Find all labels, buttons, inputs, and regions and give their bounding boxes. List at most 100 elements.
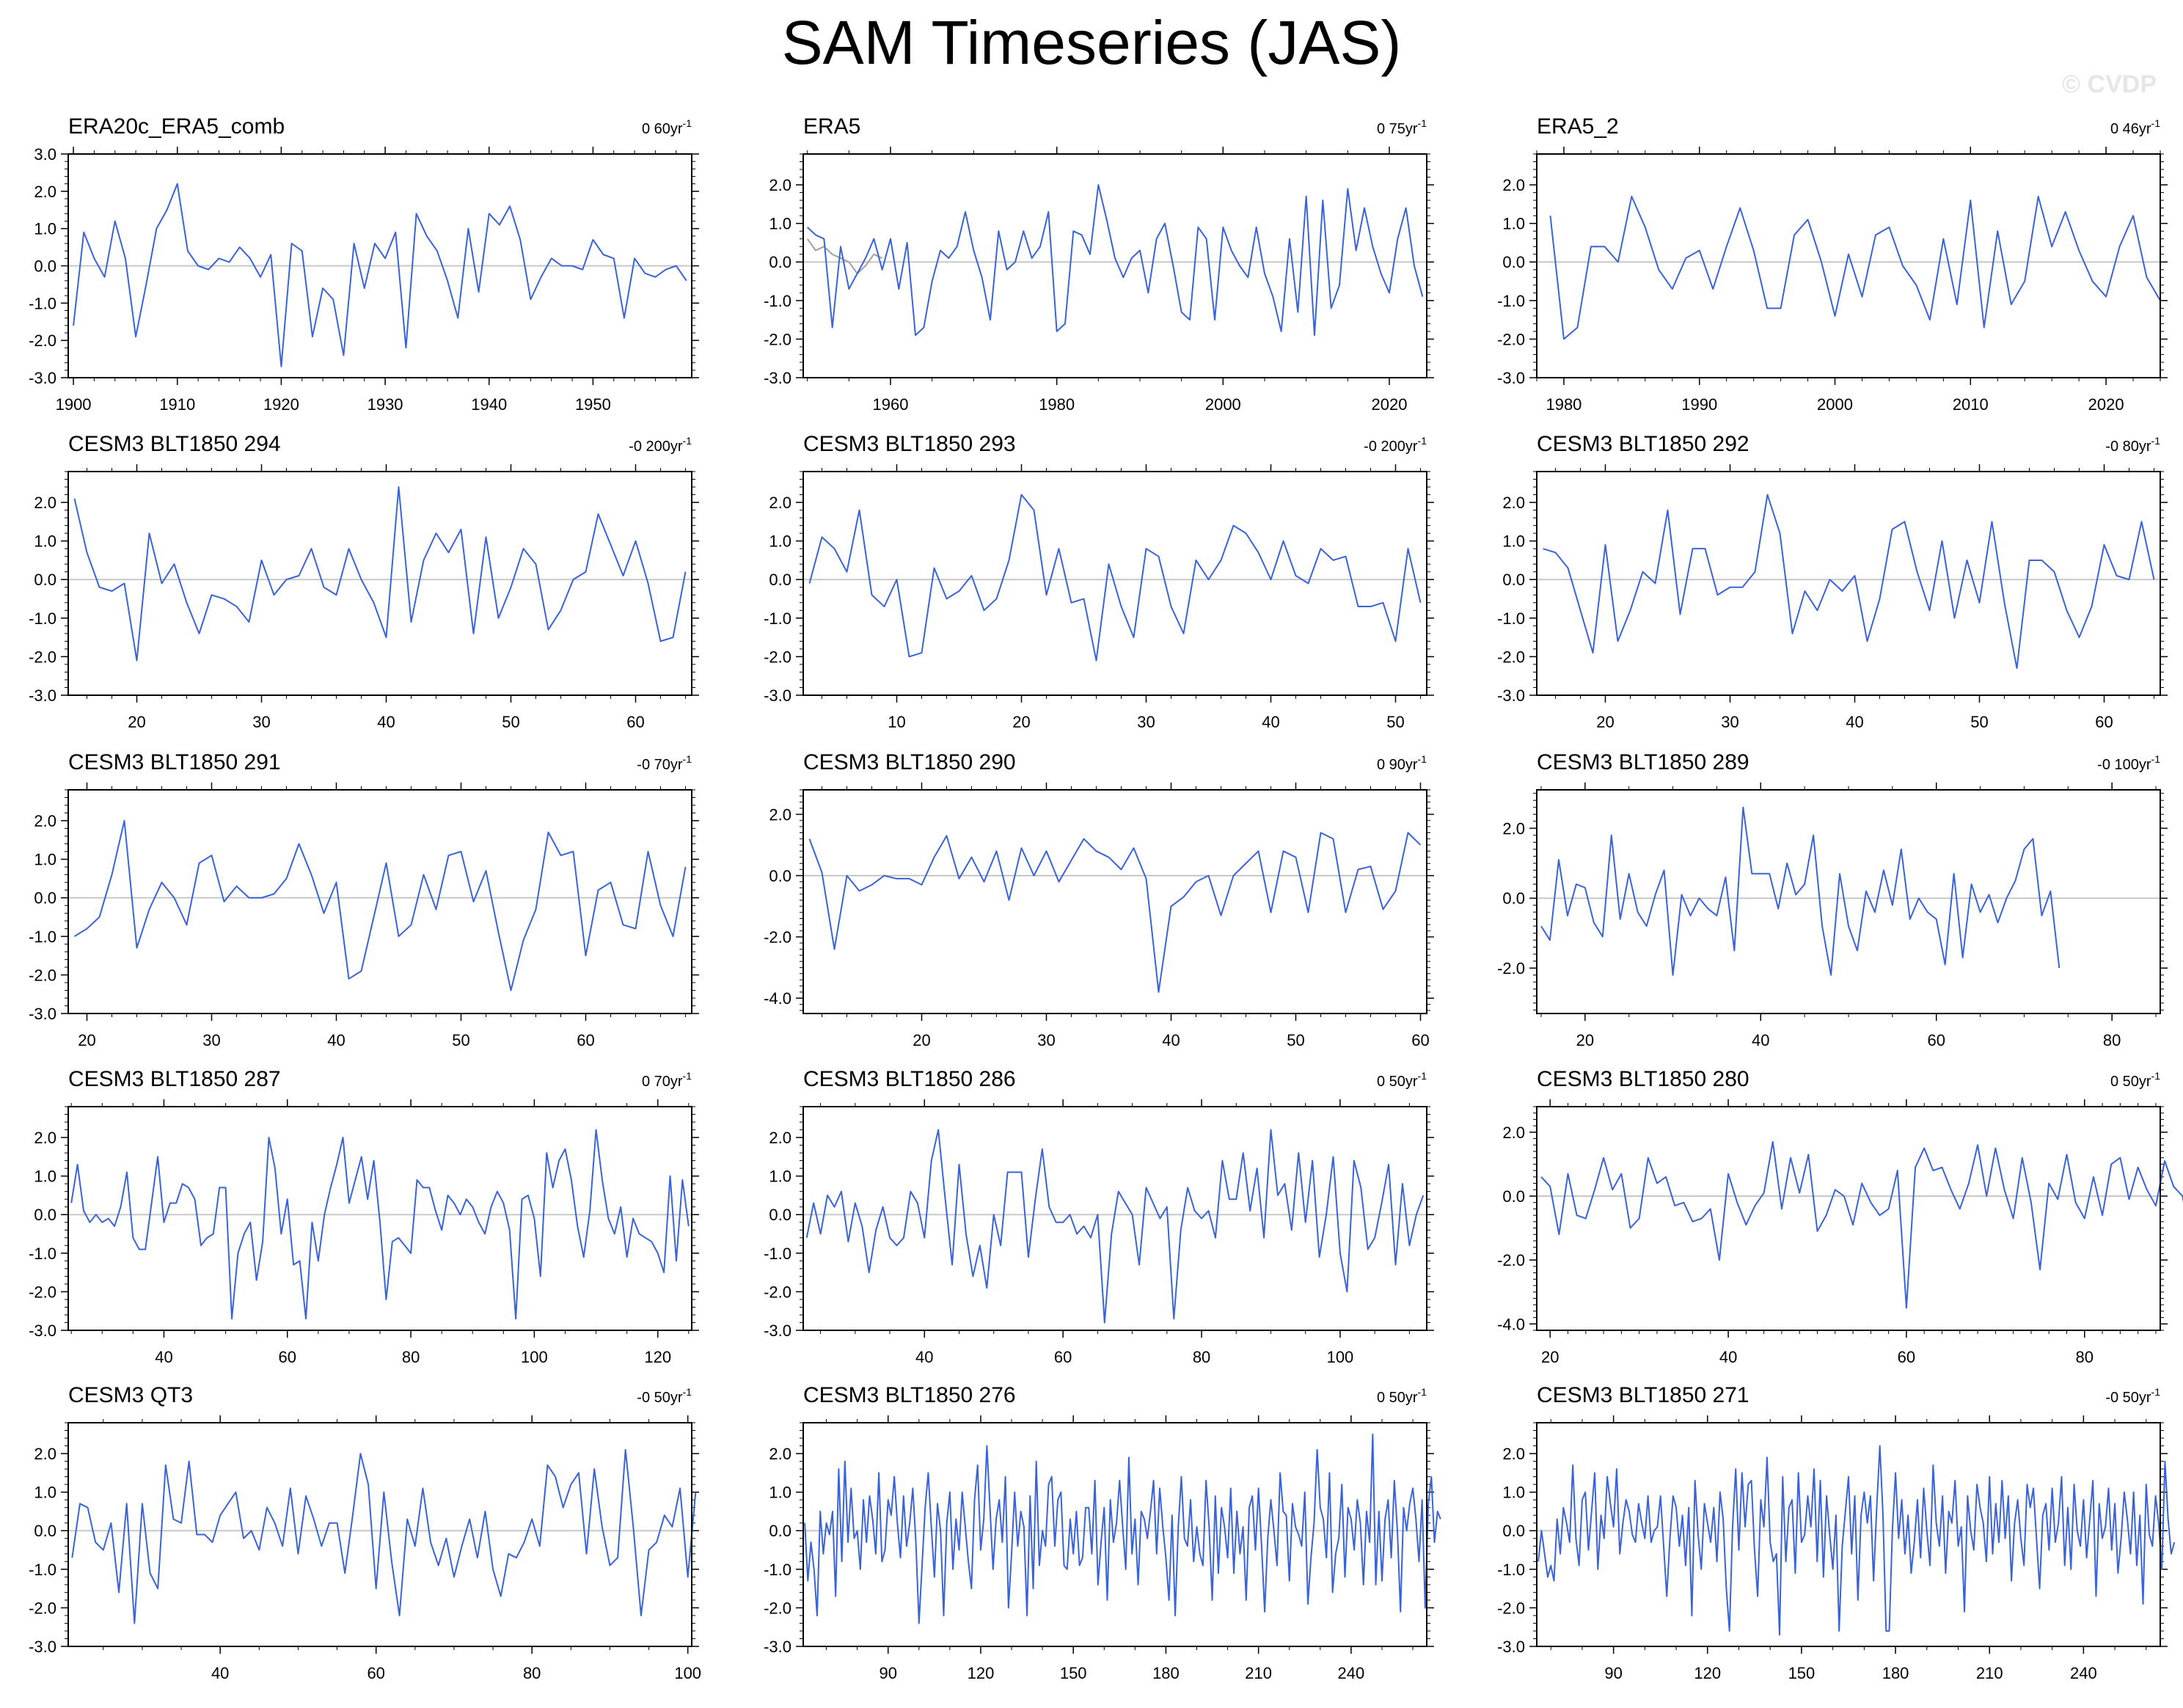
y-tick-label: -2.0 [29, 648, 56, 666]
plot-frame [802, 153, 1427, 378]
panel-title: CESM3 BLT1850 276 [803, 1383, 1016, 1407]
y-tick-label: 1.0 [769, 1168, 791, 1186]
panel-title: CESM3 BLT1850 292 [1537, 432, 1749, 456]
trend-exponent: -1 [1418, 1070, 1427, 1082]
x-tick-label: 40 [211, 1664, 229, 1682]
trend-unit: yr [670, 121, 683, 137]
trend-value: -0 200 [629, 439, 670, 455]
y-tick-label: 0.0 [34, 1522, 56, 1540]
trend-value: -0 50 [637, 1390, 670, 1406]
plot-frame [1536, 471, 2161, 696]
y-tick-label: 2.0 [769, 176, 791, 194]
y-tick-label: -2.0 [1497, 1251, 1525, 1269]
plot-frame [67, 471, 692, 696]
x-tick-label: 40 [1719, 1348, 1737, 1366]
y-tick-label: -3.0 [29, 1005, 56, 1023]
panel-title: CESM3 BLT1850 271 [1537, 1383, 1749, 1407]
x-tick-label: 80 [523, 1664, 541, 1682]
trend-value: 0 46 [2110, 121, 2139, 137]
y-tick-label: 2.0 [34, 812, 56, 830]
panel-title: CESM3 QT3 [68, 1383, 193, 1407]
x-tick-label: 80 [402, 1348, 420, 1366]
trend-value: 0 90 [1377, 757, 1405, 773]
y-tick-label: 2.0 [769, 1445, 791, 1463]
x-tick-label: 50 [452, 1031, 469, 1049]
x-tick-label: 40 [327, 1031, 345, 1049]
watermark: © CVDP [2062, 70, 2157, 98]
y-tick-label: 0.0 [34, 1206, 56, 1224]
series-line [808, 832, 1422, 993]
x-tick-label: 1990 [1681, 395, 1717, 414]
x-tick-label: 150 [1060, 1664, 1087, 1682]
x-tick-label: 120 [1694, 1664, 1721, 1682]
trend-exponent: -1 [1418, 435, 1427, 447]
trend-label: -0 200yr-1 [629, 435, 692, 455]
y-tick-label: 3.0 [34, 145, 56, 164]
chart-panel: CESM3 BLT1850 286 0 50yr-1 -3.0 -2.0 -1.0 0.0… [764, 1067, 1434, 1366]
y-tick-label: -3.0 [1497, 369, 1525, 387]
y-tick-label: -3.0 [764, 686, 791, 705]
x-tick-label: 20 [1596, 713, 1614, 731]
x-tick-label: 40 [1846, 713, 1863, 731]
y-tick-label: -4.0 [1497, 1315, 1525, 1333]
trend-label: -0 100yr-1 [2097, 753, 2160, 773]
x-tick-label: 60 [367, 1664, 384, 1682]
trend-unit: yr [670, 1390, 683, 1406]
chart-panel: CESM3 BLT1850 291 -0 70yr-1 -3.0 -2.0 -1.0 0.… [29, 750, 699, 1049]
x-tick-label: 40 [155, 1348, 172, 1366]
y-tick-label: -2.0 [764, 1599, 791, 1617]
trend-unit: yr [2139, 757, 2151, 773]
y-tick-label: 2.0 [1502, 176, 1525, 194]
series-line [70, 1129, 690, 1320]
y-tick-label: -1.0 [1497, 292, 1525, 310]
y-tick-label: -2.0 [764, 648, 791, 666]
y-tick-label: 2.0 [1502, 1124, 1525, 1142]
x-tick-label: 60 [279, 1348, 296, 1366]
plot-frame [1536, 1106, 2161, 1331]
plot-frame [802, 1106, 1427, 1331]
chart-panel: CESM3 QT3 -0 50yr-1 -3.0 -2.0 -1.0 0.0 1.0 2.0 4… [29, 1383, 701, 1682]
trend-unit: yr [670, 439, 683, 455]
trend-label: 0 50yr-1 [1377, 1070, 1427, 1090]
panel-title: CESM3 BLT1850 293 [803, 432, 1016, 456]
x-tick-label: 90 [879, 1664, 896, 1682]
y-tick-label: 0.0 [769, 253, 791, 271]
x-tick-label: 240 [2070, 1664, 2097, 1682]
trend-value: 0 50 [2110, 1074, 2139, 1090]
trend-unit: yr [2139, 439, 2151, 455]
x-tick-label: 50 [502, 713, 519, 731]
trend-exponent: -1 [683, 435, 692, 447]
y-tick-label: -1.0 [29, 1561, 56, 1579]
x-tick-label: 20 [128, 713, 145, 731]
trend-value: 0 60 [642, 121, 670, 137]
trend-value: 0 50 [1377, 1074, 1405, 1090]
y-tick-label: -3.0 [1497, 1638, 1525, 1656]
trend-label: -0 50yr-1 [2105, 1386, 2160, 1406]
panel-title: CESM3 BLT1850 287 [68, 1067, 281, 1091]
y-tick-label: 1.0 [34, 1168, 56, 1186]
x-tick-label: 210 [1976, 1664, 2003, 1682]
y-tick-label: 1.0 [34, 1484, 56, 1502]
trend-value: 0 70 [642, 1074, 670, 1090]
x-tick-label: 40 [915, 1348, 933, 1366]
y-tick-label: -2.0 [29, 966, 56, 984]
chart-panel: ERA20c_ERA5_comb 0 60yr-1 -3.0 -2.0 -1.0 0.0 1… [29, 114, 699, 414]
y-tick-label: -1.0 [764, 609, 791, 628]
y-tick-label: 0.0 [1502, 1187, 1525, 1206]
trend-unit: yr [2139, 1074, 2151, 1090]
panel-title: ERA20c_ERA5_comb [68, 114, 285, 139]
trend-exponent: -1 [683, 1386, 692, 1398]
chart-panel: CESM3 BLT1850 276 0 50yr-1 -3.0 -2.0 -1.0 0.0… [764, 1383, 1441, 1682]
series-line [1540, 806, 2060, 976]
y-tick-label: 0.0 [34, 571, 56, 589]
y-tick-label: 1.0 [1502, 532, 1525, 551]
trend-exponent: -1 [2151, 117, 2161, 129]
trend-label: 0 46yr-1 [2110, 117, 2160, 137]
y-tick-label: 2.0 [34, 494, 56, 512]
x-tick-label: 40 [1752, 1031, 1769, 1049]
plot-frame [802, 471, 1427, 696]
y-tick-label: -2.0 [29, 331, 56, 350]
y-tick-label: -3.0 [764, 1322, 791, 1340]
y-tick-label: 0.0 [34, 257, 56, 276]
y-tick-label: 2.0 [769, 805, 791, 824]
